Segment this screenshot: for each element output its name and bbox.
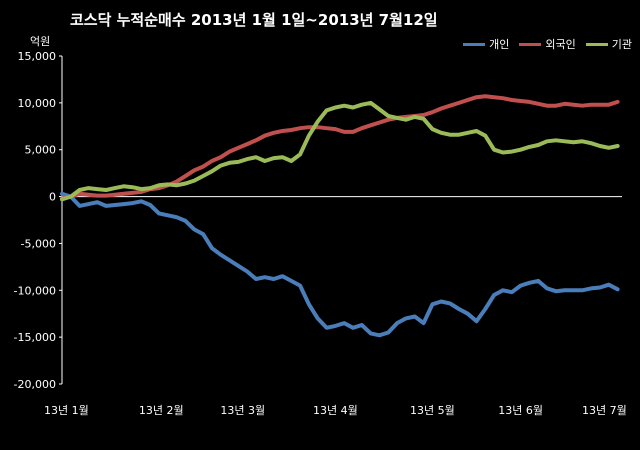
y-axis-unit-label: 억원 [30, 35, 51, 48]
y-tick-label: -10,000 [14, 284, 56, 297]
legend-swatch [463, 42, 486, 46]
x-tick-label: 13년 7월 [582, 404, 627, 417]
series-layer [60, 94, 620, 338]
legend-swatch [585, 42, 608, 46]
y-tick-label: -5,000 [21, 237, 56, 250]
series-line-1 [60, 191, 620, 338]
y-tick-label: -15,000 [14, 331, 56, 344]
x-tick-label: 13년 1월 [44, 404, 89, 417]
y-tick-label: 5,000 [25, 144, 57, 157]
legend-label: 외국인 [545, 38, 576, 51]
legend-label: 개인 [489, 38, 510, 51]
x-tick-label: 13년 5월 [410, 404, 455, 417]
y-tick-label: 15,000 [18, 50, 57, 63]
legend-item: 개인 [463, 36, 509, 52]
x-tick-label: 13년 2월 [139, 404, 184, 417]
y-tick-label: 0 [49, 191, 56, 204]
legend-item: 기관 [585, 36, 632, 52]
y-axis-ticks: 15,000 10,000 5,000 0 -5,000 -10,000 -15,000 -2… [14, 50, 62, 391]
x-tick-label: 13년 3월 [220, 404, 265, 417]
x-axis-ticks: 13년 1월 13년 2월 13년 3월 13년 4월 13년 5월 13년 6월 13년 … [44, 404, 627, 417]
series-line-3 [60, 100, 620, 202]
legend: 개인 외국인 기관 [463, 36, 632, 52]
x-tick-label: 13년 6월 [498, 404, 543, 417]
y-tick-label: -20,000 [14, 378, 56, 391]
legend-item: 외국인 [519, 36, 576, 52]
legend-swatch [519, 42, 542, 46]
legend-label: 기관 [611, 38, 632, 51]
chart-title: 코스닥 누적순매수 2013년 1월 1일~2013년 7월12일 [70, 11, 438, 29]
plot-area [62, 56, 622, 384]
y-tick-label: 10,000 [18, 97, 57, 110]
x-tick-label: 13년 4월 [313, 404, 358, 417]
